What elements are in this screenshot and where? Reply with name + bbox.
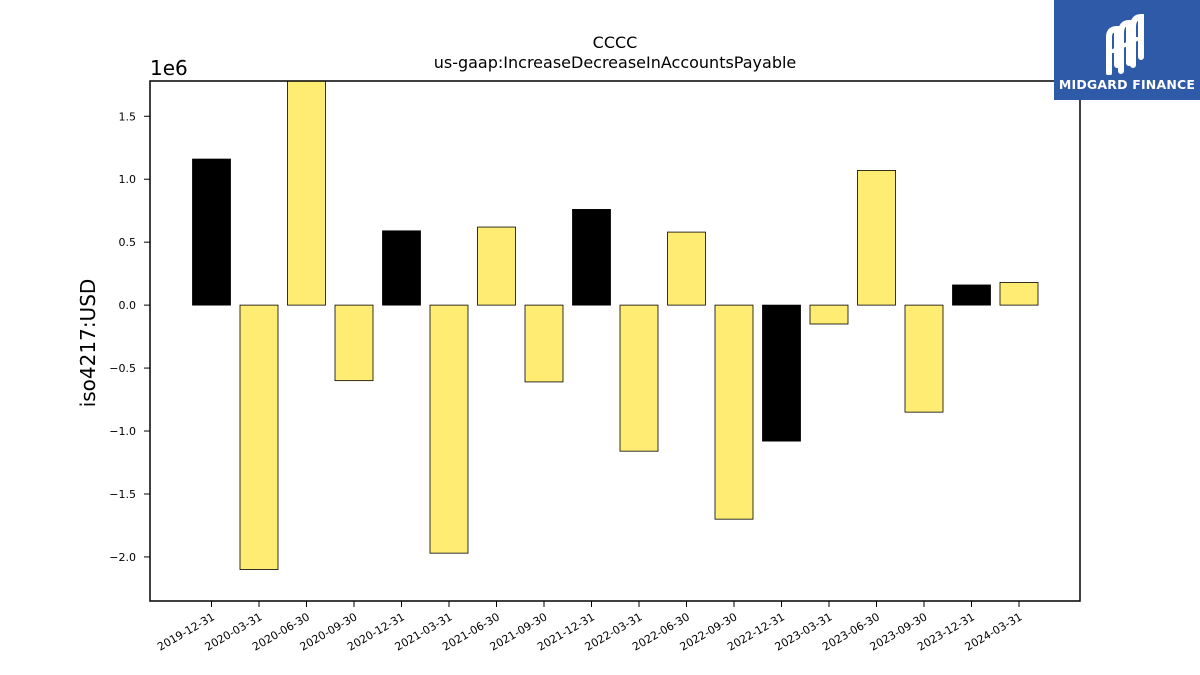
- y-tick-label: 1.0: [119, 173, 137, 186]
- y-tick-label: 1.5: [119, 110, 137, 123]
- bar-2021-09-30: [524, 304, 564, 383]
- bar-2023-09-30: [904, 304, 944, 413]
- bar-2019-12-31: [192, 158, 231, 306]
- bar-2020-09-30: [334, 304, 374, 382]
- bar-2022-09-30: [714, 304, 754, 520]
- bar-2023-03-31: [809, 304, 849, 325]
- bar-2024-03-31: [999, 282, 1039, 306]
- y-tick-label: −1.5: [109, 488, 136, 501]
- bar-2020-12-31: [382, 230, 421, 306]
- y-scale-label: 1e6: [150, 56, 188, 80]
- midgard-logo-icon: [1106, 13, 1144, 75]
- logo-text: MIDGARD FINANCE: [1058, 76, 1196, 92]
- y-axis: −2.0 −1.5 −1.0 −0.5 0.0 0.5 1.0 1.5: [109, 110, 150, 564]
- plot-frame: [149, 80, 1081, 602]
- chart-title: CCCC: [593, 33, 638, 52]
- bars-group: [192, 81, 1039, 570]
- y-tick-label: −2.0: [109, 551, 136, 564]
- bar-2020-06-30: [287, 81, 326, 306]
- bar-2020-03-31: [239, 304, 279, 570]
- y-tick-label: 0.5: [119, 236, 137, 249]
- y-tick-label: −0.5: [109, 362, 136, 375]
- bar-2022-12-31: [762, 304, 801, 442]
- y-tick-label: −1.0: [109, 425, 136, 438]
- x-axis: 2019-12-312020-03-312020-06-302020-09-30…: [155, 601, 1025, 654]
- bar-2021-12-31: [572, 209, 611, 306]
- midgard-finance-logo: MIDGARD FINANCE: [1054, 0, 1200, 100]
- bar-2021-06-30: [477, 226, 516, 306]
- bar-2021-03-31: [429, 304, 469, 554]
- bar-2023-12-31: [952, 284, 991, 306]
- bar-2022-03-31: [619, 304, 659, 452]
- y-axis-label: iso4217:USD: [76, 279, 100, 408]
- chart-subtitle: us-gaap:IncreaseDecreaseInAccountsPayabl…: [434, 53, 797, 72]
- bar-2023-06-30: [857, 169, 896, 306]
- bar-2022-06-30: [667, 231, 706, 306]
- y-tick-label: 0.0: [119, 299, 137, 312]
